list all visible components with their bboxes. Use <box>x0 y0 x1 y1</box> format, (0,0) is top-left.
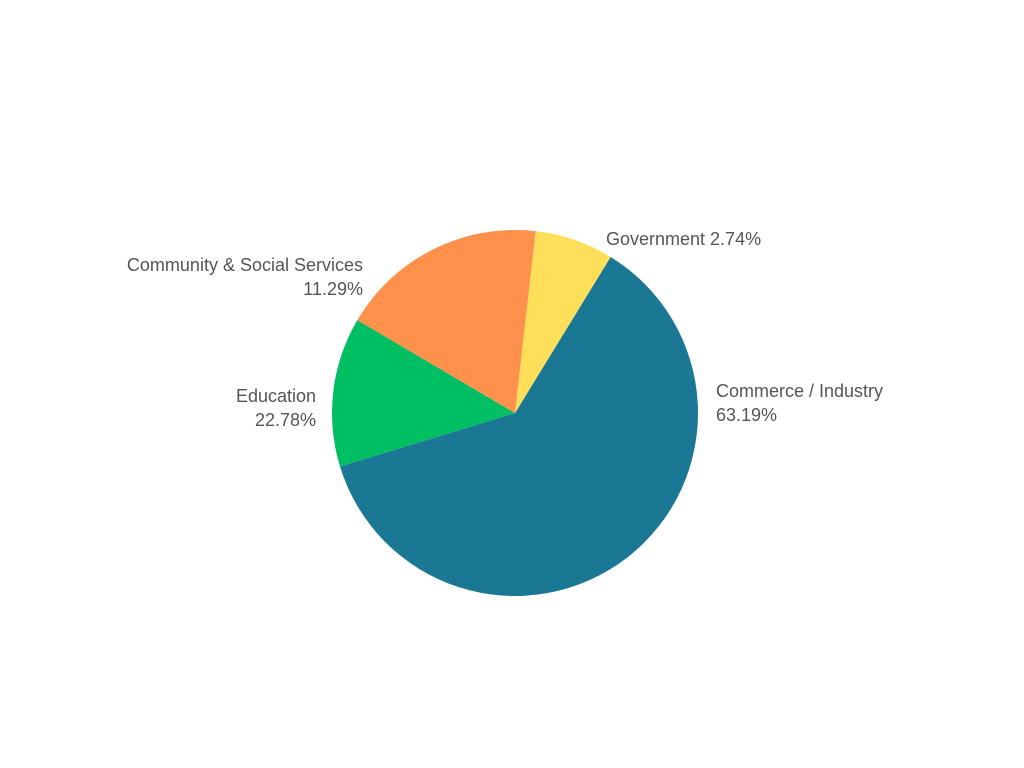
slice-label-name-commerce-industry: Commerce / Industry <box>716 381 883 401</box>
slice-label-percent-commerce-industry: 63.19% <box>716 405 777 425</box>
pie-labels: Commerce / Industry 63.19% Education 22.78%… <box>127 229 883 430</box>
slice-label-name-community-social-services: Community & Social Services <box>127 255 363 275</box>
slice-label-community-social-services: Community & Social Services 11.29% <box>127 255 363 299</box>
slice-label-name-education: Education <box>236 386 316 406</box>
pie-slice-community-social-services <box>357 230 536 413</box>
pie-slice-commerce-industry <box>339 256 699 596</box>
slice-label-percent-community-social-services: 11.29% <box>303 279 363 299</box>
slice-label-education: Education 22.78% <box>236 386 316 430</box>
slice-label-government: Government 2.74% <box>606 229 761 249</box>
pie-slice-government <box>515 231 611 413</box>
pie-slice-education <box>332 320 515 467</box>
slice-label-percent-education: 22.78% <box>255 410 316 430</box>
pie-slices <box>332 230 699 596</box>
slice-label-text-government: Government 2.74% <box>606 229 761 249</box>
slice-label-commerce-industry: Commerce / Industry 63.19% <box>716 381 883 425</box>
